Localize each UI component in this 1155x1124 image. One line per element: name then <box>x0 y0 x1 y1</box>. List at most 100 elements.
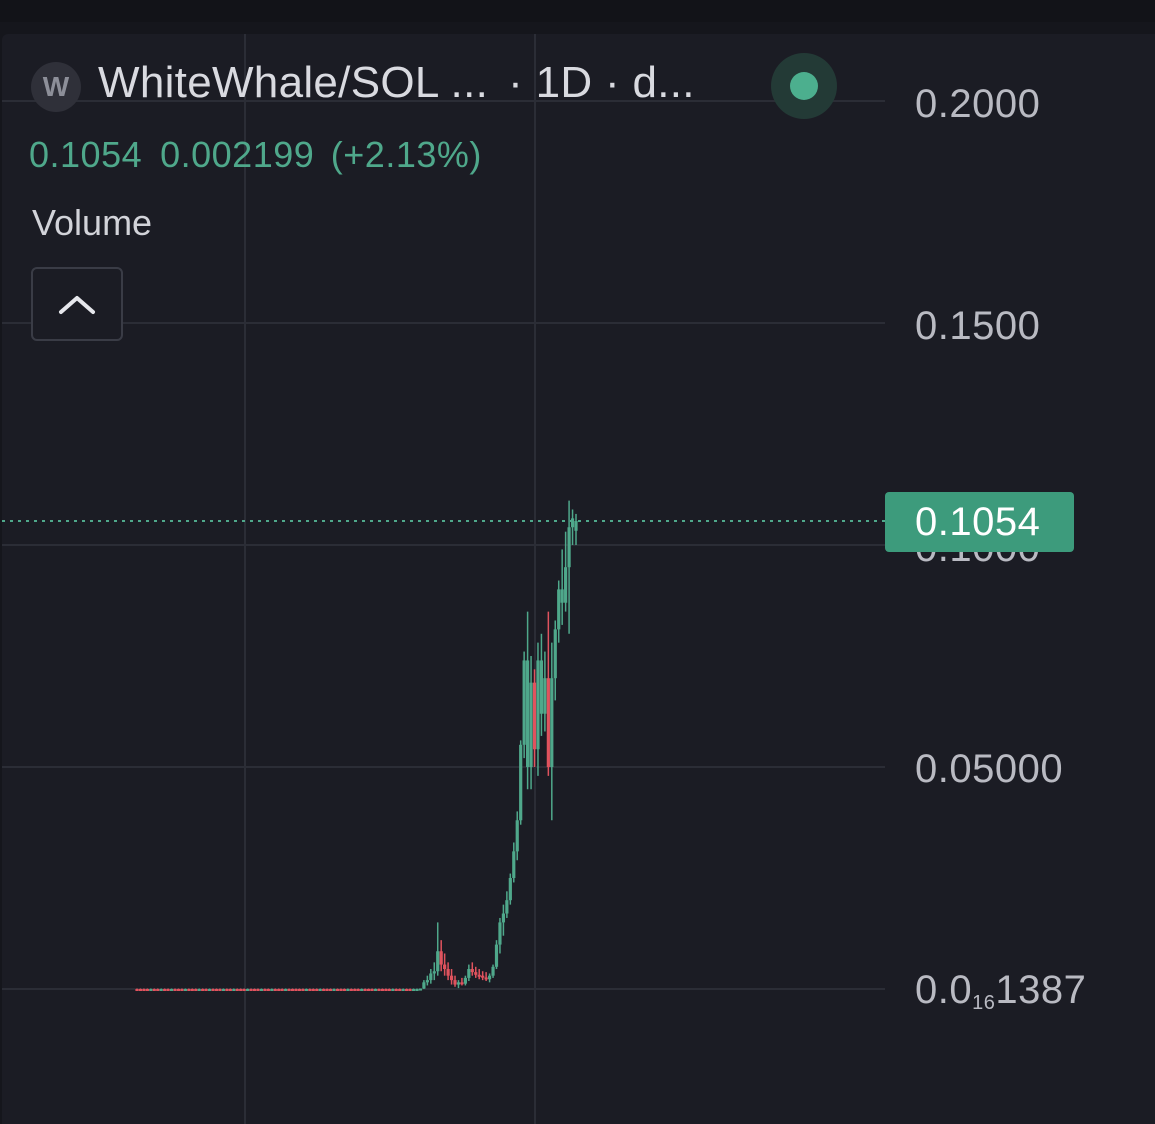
candle-body <box>539 660 544 714</box>
candle-body <box>356 989 360 991</box>
candle-body <box>366 989 371 991</box>
candle-body <box>166 989 170 991</box>
candle-body <box>180 989 184 991</box>
candle-body <box>408 989 412 991</box>
candle-body <box>380 989 385 991</box>
candle-body <box>532 682 537 750</box>
collapse-indicators-button[interactable] <box>31 267 123 341</box>
price-change: 0.002199 <box>160 134 315 175</box>
candle-body <box>460 982 464 985</box>
candle-body <box>439 951 443 965</box>
candle-body <box>477 974 481 977</box>
candle-body <box>335 989 340 991</box>
candle-body <box>135 989 139 991</box>
candle-body <box>515 820 519 852</box>
candle-body <box>481 975 485 978</box>
candle-body <box>315 989 319 991</box>
candle-body <box>505 900 509 914</box>
candle-body <box>363 989 367 991</box>
candle-body <box>173 989 177 991</box>
candle-body <box>138 989 143 991</box>
candle-body <box>443 964 447 970</box>
candle-body <box>270 989 274 991</box>
candle-body <box>284 989 288 991</box>
candle-body <box>328 989 333 991</box>
candle-body <box>294 989 298 991</box>
candle-body <box>491 966 495 976</box>
candle-body <box>494 944 499 967</box>
candle-body <box>446 969 450 976</box>
candle-body <box>218 989 222 991</box>
candle-body <box>211 989 215 991</box>
candle-body <box>266 989 270 991</box>
volume-indicator-label[interactable]: Volume <box>32 202 153 243</box>
candle-body <box>246 989 250 991</box>
current-price: 0.1054 <box>29 134 143 175</box>
candle-body <box>370 989 374 991</box>
y-axis-label: 0.0161387 <box>915 968 1087 1014</box>
candle-body <box>201 989 205 991</box>
candle-body <box>501 913 506 923</box>
candle-body <box>225 989 229 991</box>
y-axis-label: 0.05000 <box>915 747 1064 791</box>
candle-body <box>159 989 163 991</box>
candle-body <box>429 973 433 981</box>
candle-body <box>342 989 347 991</box>
quote-line: 0.1054 0.002199 (+2.13%) <box>29 134 482 176</box>
candle-body <box>287 989 291 991</box>
candle-body <box>574 521 578 531</box>
candle-body <box>152 989 156 991</box>
chart-panel <box>2 34 1155 1124</box>
candle-body <box>512 851 516 878</box>
candle-body <box>398 989 402 991</box>
chart-title[interactable]: WhiteWhale/SOL ... · 1D · d... <box>98 58 695 108</box>
candle-body <box>415 989 419 991</box>
market-status-indicator[interactable] <box>771 53 837 119</box>
last-price-badge: 0.1054 <box>885 492 1074 552</box>
candle-body <box>242 989 246 991</box>
candle-body <box>487 975 492 980</box>
candle-body <box>273 989 277 991</box>
candle-body <box>339 989 343 991</box>
candle-body <box>149 989 153 991</box>
candle-body <box>156 989 160 991</box>
candle-body <box>564 567 568 603</box>
candle-body <box>207 989 212 991</box>
candle-body <box>456 982 461 985</box>
candle-body <box>425 980 429 983</box>
candle-body <box>470 969 474 973</box>
y-axis-label: 0.2000 <box>915 82 1041 126</box>
candle-body <box>508 878 512 901</box>
candle-body <box>232 989 236 991</box>
y-axis-label: 0.1500 <box>915 304 1041 348</box>
candle-body <box>498 922 502 945</box>
candle-body <box>467 969 471 978</box>
candle-body <box>560 589 564 603</box>
candle-body <box>543 678 547 714</box>
candle-body <box>280 989 284 991</box>
candle-body <box>187 989 191 991</box>
candle-body <box>308 989 312 991</box>
candle-body <box>277 989 281 991</box>
candle-body <box>256 989 260 991</box>
chevron-up-icon <box>59 296 95 314</box>
candle-body <box>194 989 198 991</box>
candle-body <box>259 989 264 991</box>
candle-body <box>529 682 533 767</box>
candle-body <box>391 989 395 991</box>
candle-body <box>567 527 571 568</box>
candle-body <box>183 989 187 991</box>
candle-body <box>401 989 405 991</box>
candle-body <box>263 989 267 991</box>
candle-body <box>463 977 467 984</box>
candle-body <box>536 660 540 750</box>
candle-body <box>228 989 232 991</box>
candle-body <box>484 977 488 980</box>
candle-body <box>142 989 146 991</box>
candle-body <box>405 989 409 991</box>
candle-body <box>318 989 322 991</box>
candles <box>135 500 578 991</box>
candle-body <box>169 989 174 991</box>
candle-body <box>394 989 398 991</box>
